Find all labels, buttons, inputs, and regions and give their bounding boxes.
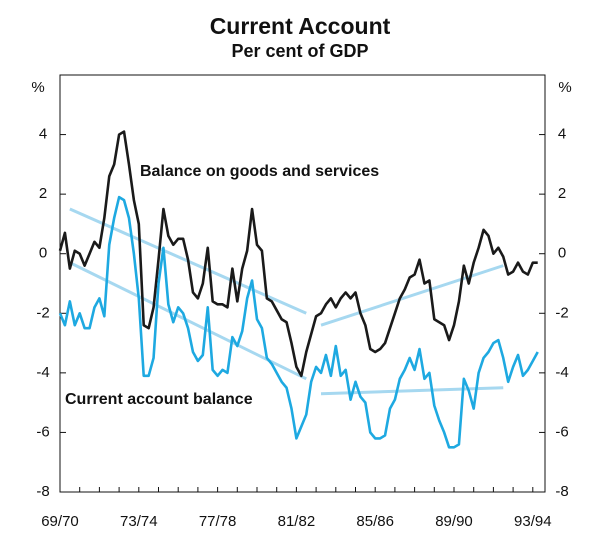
series-line bbox=[58, 130, 538, 378]
x-tick-label: 85/86 bbox=[356, 513, 394, 530]
y2-tick-label: 4 bbox=[558, 126, 566, 143]
annotation: Balance on goods and services bbox=[140, 163, 379, 180]
y-tick-label: 4 bbox=[39, 126, 47, 143]
y2-tick-label: -4 bbox=[555, 364, 568, 381]
y-tick-label: 0 bbox=[39, 245, 47, 262]
annotation: Current account balance bbox=[65, 391, 253, 408]
x-tick-label: 73/74 bbox=[120, 513, 158, 530]
y2-tick-label: 2 bbox=[558, 185, 566, 202]
x-tick-label: 81/82 bbox=[278, 513, 316, 530]
y2-tick-label: -8 bbox=[555, 483, 568, 500]
x-tick-label: 77/78 bbox=[199, 513, 237, 530]
y-tick-label: 2 bbox=[39, 185, 47, 202]
x-tick-label: 69/70 bbox=[41, 513, 79, 530]
x-tick-label: 93/94 bbox=[514, 513, 552, 530]
y-tick-label: -4 bbox=[36, 364, 49, 381]
chart-title: Current Account bbox=[210, 13, 391, 39]
y-unit-label: % bbox=[31, 79, 44, 96]
y2-unit-label: % bbox=[558, 79, 571, 96]
y-tick-label: -2 bbox=[36, 304, 49, 321]
trend-line bbox=[320, 264, 504, 327]
plot-frame bbox=[59, 74, 546, 493]
y2-tick-label: -2 bbox=[555, 304, 568, 321]
y2-tick-label: 0 bbox=[558, 245, 566, 262]
chart-subtitle: Per cent of GDP bbox=[231, 41, 368, 61]
series-line bbox=[58, 195, 539, 449]
y-tick-label: -6 bbox=[36, 423, 49, 440]
y2-tick-label: -6 bbox=[555, 423, 568, 440]
y-tick-label: -8 bbox=[36, 483, 49, 500]
x-tick-label: 89/90 bbox=[435, 513, 473, 530]
